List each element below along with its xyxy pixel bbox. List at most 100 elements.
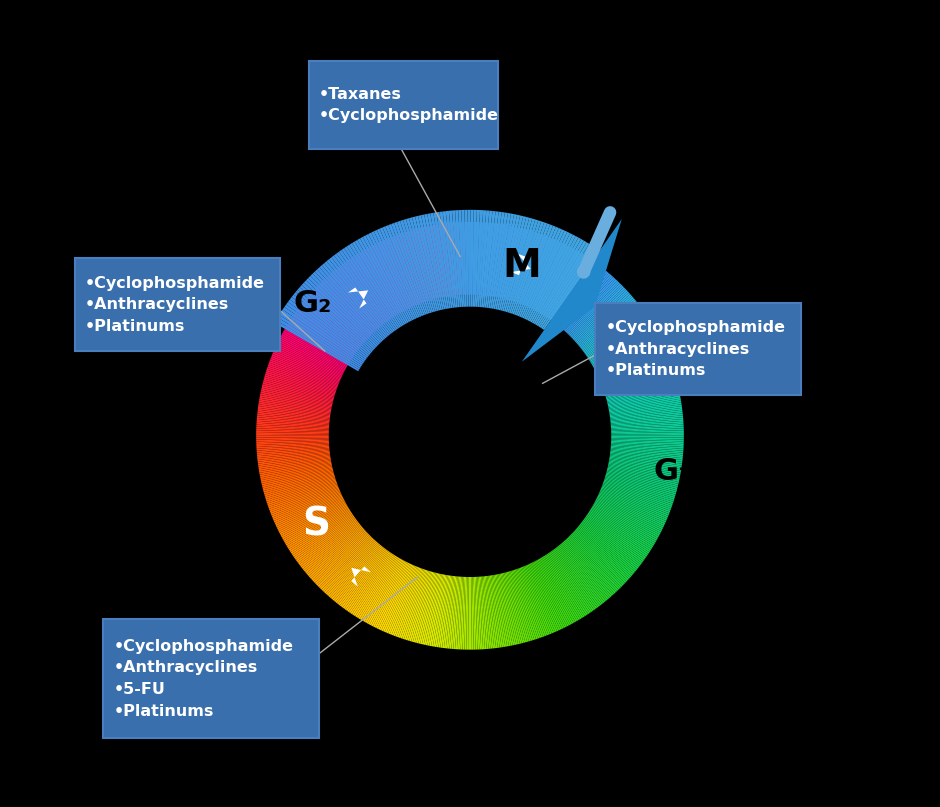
Wedge shape	[362, 251, 400, 314]
FancyBboxPatch shape	[102, 619, 319, 738]
Wedge shape	[298, 307, 357, 352]
Wedge shape	[352, 554, 393, 615]
Wedge shape	[549, 258, 591, 320]
Wedge shape	[369, 246, 405, 311]
Wedge shape	[503, 228, 522, 299]
Wedge shape	[524, 231, 567, 320]
Wedge shape	[580, 524, 637, 571]
Wedge shape	[532, 562, 566, 628]
Wedge shape	[258, 450, 330, 460]
Wedge shape	[274, 349, 341, 379]
Wedge shape	[530, 236, 578, 323]
Wedge shape	[510, 221, 544, 314]
Wedge shape	[494, 225, 508, 297]
Wedge shape	[380, 241, 412, 307]
Wedge shape	[611, 448, 683, 456]
Wedge shape	[492, 213, 511, 309]
Wedge shape	[298, 287, 372, 353]
Wedge shape	[380, 228, 420, 317]
Wedge shape	[440, 224, 451, 296]
Wedge shape	[566, 539, 616, 593]
Wedge shape	[611, 417, 683, 424]
Wedge shape	[257, 421, 329, 427]
Wedge shape	[382, 564, 413, 631]
Wedge shape	[481, 211, 493, 307]
Wedge shape	[609, 403, 682, 415]
Wedge shape	[268, 365, 337, 390]
Wedge shape	[420, 573, 438, 644]
Wedge shape	[611, 430, 683, 433]
Wedge shape	[524, 566, 554, 633]
Wedge shape	[356, 253, 397, 316]
Wedge shape	[501, 227, 518, 298]
Wedge shape	[595, 500, 661, 534]
Wedge shape	[510, 571, 533, 641]
Wedge shape	[478, 577, 483, 650]
Wedge shape	[288, 509, 351, 549]
Wedge shape	[609, 399, 681, 412]
Wedge shape	[340, 265, 385, 324]
Wedge shape	[257, 419, 329, 426]
Wedge shape	[358, 556, 398, 619]
Wedge shape	[555, 265, 600, 324]
Wedge shape	[385, 225, 423, 316]
Wedge shape	[274, 350, 340, 381]
Wedge shape	[403, 219, 433, 312]
Wedge shape	[258, 455, 330, 467]
Wedge shape	[315, 270, 383, 342]
Wedge shape	[260, 465, 332, 482]
Wedge shape	[346, 550, 389, 611]
Wedge shape	[602, 487, 669, 514]
Wedge shape	[600, 352, 667, 382]
Wedge shape	[424, 214, 446, 309]
Wedge shape	[589, 509, 652, 549]
Wedge shape	[588, 316, 649, 358]
Wedge shape	[604, 479, 674, 502]
Wedge shape	[538, 559, 573, 624]
Wedge shape	[406, 571, 429, 640]
Wedge shape	[579, 299, 636, 347]
Wedge shape	[306, 526, 363, 575]
Wedge shape	[368, 232, 414, 320]
Wedge shape	[495, 214, 517, 310]
Wedge shape	[610, 408, 682, 419]
Wedge shape	[586, 313, 646, 356]
Wedge shape	[304, 525, 361, 572]
Wedge shape	[526, 240, 557, 307]
Wedge shape	[548, 257, 589, 319]
Wedge shape	[605, 377, 676, 398]
Wedge shape	[603, 366, 673, 391]
Wedge shape	[464, 210, 469, 307]
Wedge shape	[388, 567, 417, 634]
Wedge shape	[518, 235, 545, 303]
Wedge shape	[449, 576, 458, 649]
Wedge shape	[262, 470, 334, 489]
Wedge shape	[475, 577, 479, 650]
Wedge shape	[296, 518, 355, 562]
Wedge shape	[269, 361, 337, 387]
Wedge shape	[292, 515, 353, 557]
Wedge shape	[522, 567, 550, 635]
Wedge shape	[310, 529, 365, 579]
Wedge shape	[257, 423, 329, 429]
Wedge shape	[607, 469, 678, 487]
Wedge shape	[365, 249, 401, 313]
Wedge shape	[507, 229, 527, 299]
Wedge shape	[586, 516, 646, 558]
Wedge shape	[265, 371, 336, 395]
Wedge shape	[279, 337, 345, 372]
Wedge shape	[597, 342, 663, 375]
Wedge shape	[353, 554, 394, 616]
Wedge shape	[308, 529, 364, 578]
Polygon shape	[522, 219, 622, 362]
Wedge shape	[274, 492, 341, 523]
Wedge shape	[581, 303, 638, 349]
Wedge shape	[258, 406, 330, 417]
Wedge shape	[474, 210, 480, 307]
Wedge shape	[258, 408, 330, 419]
Wedge shape	[374, 230, 416, 319]
Wedge shape	[541, 557, 580, 620]
Wedge shape	[426, 574, 442, 646]
Wedge shape	[597, 496, 663, 529]
Wedge shape	[490, 224, 502, 296]
